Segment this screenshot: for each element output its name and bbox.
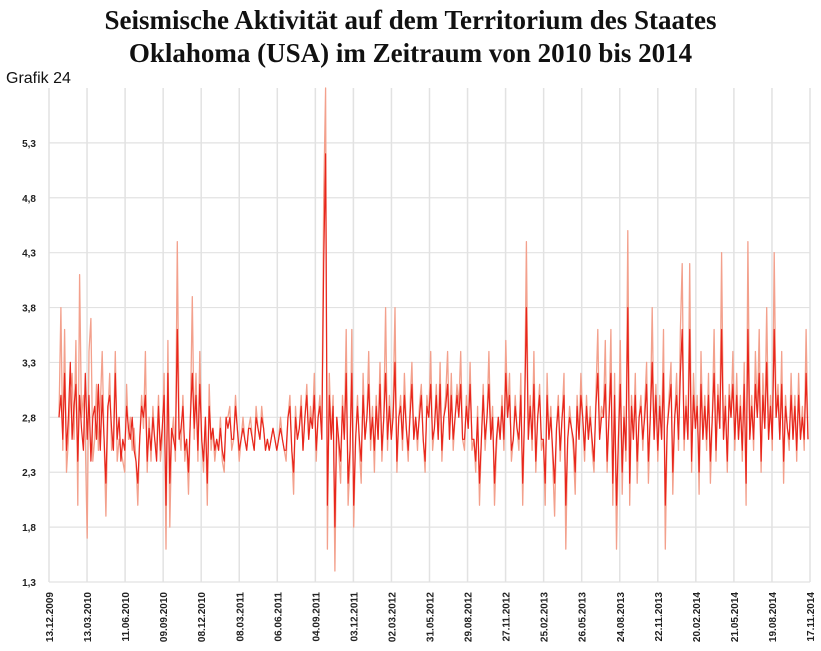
axis-labels: 5,3 4,8 4,3 3,8 3,3 2,8 2,3 1,8 1,3 13.12.2009 13.… <box>22 139 817 642</box>
chart-title-line-1: Seismische Aktivität auf dem Territorium… <box>104 5 717 35</box>
y-tick-label: 1,8 <box>22 523 36 534</box>
x-tick-label: 26.05.2013 <box>578 592 589 642</box>
x-tick-label: 13.03.2010 <box>83 592 94 642</box>
x-tick-label: 29.08.2012 <box>464 592 475 642</box>
y-tick-label: 1,3 <box>22 578 36 589</box>
x-tick-label: 20.02.2014 <box>692 592 703 642</box>
y-tick-label: 4,3 <box>22 249 36 260</box>
x-tick-label: 25.02.2013 <box>540 592 551 642</box>
y-tick-label: 3,8 <box>22 304 36 315</box>
y-tick-label: 2,8 <box>22 413 36 424</box>
y-tick-label: 4,8 <box>22 194 36 205</box>
y-tick-label: 2,3 <box>22 468 36 479</box>
x-tick-label: 09.09.2010 <box>159 592 170 642</box>
series-line-dark <box>58 153 809 528</box>
x-tick-label: 11.06.2010 <box>121 592 132 642</box>
x-tick-label: 03.12.2011 <box>349 592 360 642</box>
x-tick-label: 02.03.2012 <box>387 592 398 642</box>
x-tick-label: 22.11.2013 <box>654 592 665 642</box>
x-tick-label: 17.11.2014 <box>806 592 817 642</box>
x-tick-label: 08.12.2010 <box>197 592 208 642</box>
x-tick-label: 08.03.2011 <box>235 592 246 642</box>
chart-title: Seismische Aktivität auf dem Territorium… <box>0 4 821 70</box>
x-tick-label: 13.12.2009 <box>45 592 56 642</box>
series-layer <box>58 87 809 572</box>
x-tick-label: 04.09.2011 <box>311 592 322 642</box>
y-tick-label: 3,3 <box>22 358 36 369</box>
x-tick-label: 24.08.2013 <box>616 592 627 642</box>
x-tick-label: 21.05.2014 <box>730 592 741 642</box>
x-tick-label: 31.05.2012 <box>426 592 437 642</box>
x-tick-label: 19.08.2014 <box>768 592 779 642</box>
chart-title-line-2: Oklahoma (USA) im Zeitraum von 2010 bis … <box>128 38 693 68</box>
x-tick-label: 27.11.2012 <box>502 592 513 642</box>
y-tick-label: 5,3 <box>22 139 36 150</box>
figure-caption: Grafik 24 <box>6 70 71 87</box>
x-tick-label: 06.06.2011 <box>273 592 284 642</box>
grid-lines <box>48 88 811 583</box>
